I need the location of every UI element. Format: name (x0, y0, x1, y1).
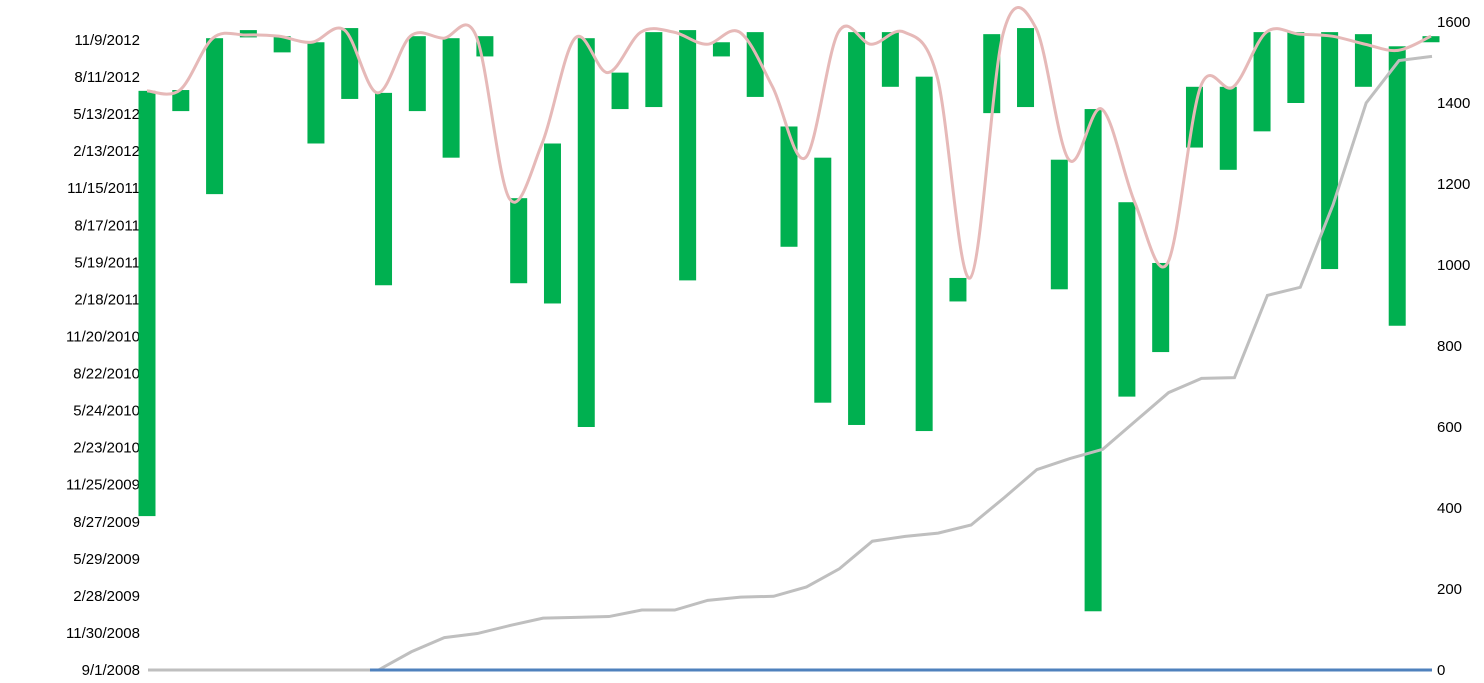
left-axis-tick-label: 5/29/2009 (73, 551, 140, 568)
bar (881, 32, 899, 87)
right-axis-tick-label: 400 (1437, 500, 1462, 517)
bar (611, 72, 629, 110)
bar (848, 32, 866, 425)
bar (1118, 202, 1136, 397)
left-axis-tick-label: 5/19/2011 (74, 254, 140, 271)
bar (1084, 109, 1102, 612)
bar (442, 38, 460, 158)
cumulative-line (148, 54, 1433, 672)
bar (206, 38, 224, 195)
right-axis-tick-label: 1600 (1437, 14, 1470, 31)
right-axis-tick-label: 1200 (1437, 176, 1470, 193)
bar (543, 143, 561, 304)
left-axis-tick-label: 8/27/2009 (73, 514, 140, 531)
bar (408, 36, 426, 112)
bar (1050, 159, 1068, 290)
bar (375, 92, 393, 286)
bar (1321, 32, 1339, 270)
right-axis-tick-label: 800 (1437, 338, 1462, 355)
bar (1219, 86, 1237, 170)
bar (780, 126, 798, 247)
left-axis-tick-label: 11/9/2012 (74, 32, 140, 49)
left-axis-tick-label: 8/17/2011 (74, 217, 140, 234)
bar (1253, 32, 1271, 132)
left-axis-tick-label: 2/18/2011 (74, 291, 140, 308)
bar (814, 157, 832, 403)
left-axis-tick-label: 2/28/2009 (73, 588, 140, 605)
bar (1152, 262, 1170, 353)
bar (949, 277, 967, 302)
bar (1287, 32, 1305, 103)
right-axis-tick-label: 600 (1437, 419, 1462, 436)
right-axis-tick-label: 1400 (1437, 95, 1470, 112)
left-axis-tick-label: 5/13/2012 (73, 106, 140, 123)
left-axis-tick-label: 11/20/2010 (66, 328, 140, 345)
left-axis-tick-label: 11/15/2011 (67, 180, 140, 197)
bar (172, 90, 190, 112)
right-axis-tick-label: 1000 (1437, 257, 1470, 274)
left-axis-tick-label: 5/24/2010 (73, 403, 140, 420)
bar-series (138, 28, 1440, 612)
bar (138, 90, 156, 517)
bar (746, 32, 764, 97)
left-axis-tick-label: 2/23/2010 (73, 440, 140, 457)
bar (712, 42, 730, 57)
bar (1388, 46, 1406, 326)
right-axis-tick-label: 200 (1437, 581, 1462, 598)
smooth-line (146, 6, 1432, 280)
left-axis-tick-label: 9/1/2008 (82, 662, 140, 679)
line-series (146, 6, 1433, 672)
bar (679, 30, 697, 281)
left-axis-tick-label: 11/25/2009 (66, 477, 140, 494)
right-axis-tick-label: 0 (1437, 662, 1445, 679)
left-axis-tick-label: 8/11/2012 (74, 69, 140, 86)
bar (1354, 34, 1372, 87)
left-axis-tick-label: 8/22/2010 (73, 366, 140, 383)
bar (273, 36, 291, 53)
bar (1017, 28, 1035, 108)
bar (307, 42, 325, 144)
left-axis-tick-label: 11/30/2008 (66, 625, 140, 642)
bar (645, 32, 663, 108)
bar (1422, 36, 1440, 43)
bar (915, 76, 933, 432)
left-axis-tick-label: 2/13/2012 (73, 143, 140, 160)
right-axis-ticks: 0 200 400 600 800 1000 1200 1400 1600 (1437, 14, 1470, 679)
left-axis-ticks: 9/1/2008 11/30/2008 2/28/2009 5/29/2009 8/27… (66, 32, 140, 679)
bar (577, 38, 595, 427)
bar (510, 198, 528, 284)
bar (983, 34, 1001, 114)
